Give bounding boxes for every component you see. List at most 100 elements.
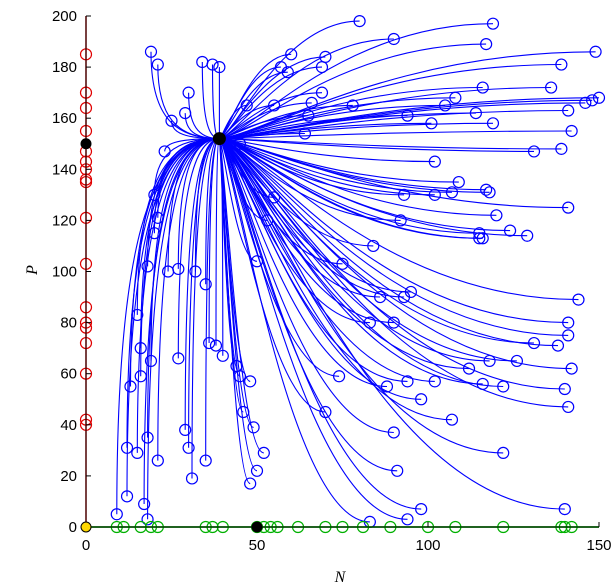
trajectory-start-marker	[586, 94, 599, 107]
trajectory-start-marker	[216, 349, 229, 362]
x-axis-label: N	[334, 569, 347, 585]
trajectory-start-marker	[172, 352, 185, 365]
trajectory-line	[116, 138, 220, 515]
trajectory-start-marker	[182, 86, 195, 99]
trajectory-start-marker	[336, 257, 349, 270]
trajectory-line	[219, 138, 422, 510]
trajectory-line	[219, 138, 562, 150]
trajectory-start-marker	[486, 17, 500, 30]
equilibrium-point-origin	[80, 521, 92, 533]
trajectory-line	[143, 138, 220, 505]
trajectory-start-marker	[486, 117, 500, 130]
trajectory-start-marker	[305, 96, 318, 109]
trajectory-start-marker	[158, 145, 171, 158]
trajectory-start-marker	[391, 464, 404, 477]
trajectory-start-marker	[281, 66, 294, 79]
y-tick-label: 140	[52, 161, 77, 178]
trajectory-line	[219, 23, 494, 140]
x-tick-label: 100	[415, 537, 440, 554]
trajectory-start-marker	[172, 262, 185, 276]
trajectory-start-marker	[363, 316, 376, 329]
trajectory-start-marker	[401, 513, 414, 526]
trajectory-start-marker	[545, 81, 558, 94]
trajectory-start-marker	[131, 446, 144, 460]
trajectory-line	[219, 138, 579, 301]
trajectory-start-marker	[302, 109, 315, 122]
trajectory-start-marker	[527, 145, 541, 158]
trajectory-start-marker	[179, 423, 192, 437]
trajectory-line	[219, 104, 446, 140]
trajectory-start-marker	[209, 339, 223, 352]
trajectory-start-marker	[257, 446, 270, 460]
trajectory-start-marker	[565, 362, 578, 375]
trajectory-start-marker	[483, 186, 496, 199]
trajectory-start-marker	[439, 99, 452, 112]
trajectory-line	[184, 138, 220, 430]
trajectory-start-marker	[110, 508, 123, 521]
trajectory-line	[219, 138, 535, 344]
trajectory-start-marker	[445, 186, 459, 199]
trajectory-line	[219, 138, 569, 336]
trajectory-line	[215, 138, 220, 346]
trajectory-line	[219, 138, 559, 347]
trajectory-start-marker	[199, 454, 212, 467]
trajectory-line	[201, 61, 220, 140]
trajectory-line	[219, 138, 408, 382]
equilibria-layer	[80, 132, 263, 533]
trajectory-line	[218, 138, 258, 262]
trajectory-start-marker	[397, 188, 411, 201]
trajectory-start-marker	[401, 375, 414, 388]
trajectory-start-marker	[480, 183, 493, 196]
trajectory-start-marker	[558, 382, 571, 396]
y-tick-label: 40	[60, 417, 77, 434]
trajectory-start-marker	[120, 490, 134, 503]
trajectory-start-marker	[179, 106, 192, 120]
trajectory-start-marker	[268, 191, 281, 204]
trajectory-start-marker	[380, 380, 394, 393]
trajectory-layer	[110, 15, 606, 528]
trajectory-start-marker	[206, 58, 219, 71]
trajectory-start-marker	[415, 393, 428, 406]
trajectory-start-marker	[562, 329, 575, 342]
trajectory-line	[219, 38, 394, 140]
trajectory-start-marker	[480, 38, 493, 51]
trajectory-start-marker	[199, 278, 212, 291]
equilibrium-point-prey-only	[251, 521, 263, 533]
trajectory-start-marker	[497, 446, 510, 460]
trajectory-start-marker	[562, 104, 575, 117]
trajectory-line	[126, 138, 220, 497]
y-tick-label: 180	[52, 59, 77, 76]
trajectory-start-marker	[558, 503, 571, 516]
trajectory-start-marker	[124, 380, 137, 393]
trajectory-start-marker	[527, 336, 541, 350]
trajectory-line	[191, 138, 220, 479]
trajectory-line	[219, 130, 572, 140]
trajectory-start-marker	[387, 32, 400, 46]
trajectory-start-marker	[144, 45, 158, 58]
trajectory-start-marker	[250, 255, 264, 268]
trajectory-start-marker	[476, 81, 489, 94]
trajectory-start-marker	[452, 175, 465, 189]
trajectory-start-marker	[353, 15, 366, 28]
trajectory-start-marker	[592, 91, 606, 104]
trajectory-start-marker	[244, 375, 257, 388]
trajectory-start-marker	[185, 472, 199, 485]
trajectory-line	[211, 64, 220, 140]
equilibrium-point-predator-only	[80, 138, 92, 150]
trajectory-line	[219, 138, 408, 520]
equilibrium-point-coexistence	[212, 132, 226, 146]
trajectory-line	[218, 138, 326, 413]
trajectory-line	[208, 138, 220, 344]
trajectory-start-marker	[562, 400, 575, 414]
trajectory-start-marker	[490, 209, 503, 222]
trajectory-start-marker	[555, 58, 568, 71]
trajectory-line	[219, 138, 504, 388]
trajectory-line	[147, 138, 220, 520]
trajectory-start-marker	[428, 375, 441, 388]
trajectory-start-marker	[247, 421, 260, 434]
trajectory-start-marker	[428, 188, 441, 201]
trajectory-line	[219, 138, 452, 421]
trajectory-start-marker	[182, 441, 195, 454]
trajectory-start-marker	[428, 155, 441, 168]
